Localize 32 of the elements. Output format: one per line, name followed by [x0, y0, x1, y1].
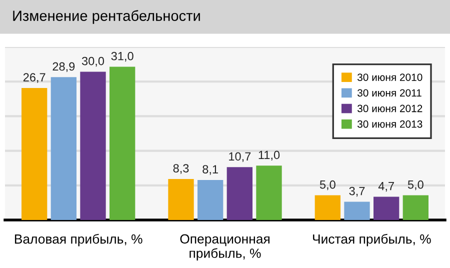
legend-label: 30 июня 2012	[357, 104, 422, 112]
x-tick-label: Чистая прибыль, %	[313, 234, 431, 246]
data-label: 4,7	[378, 182, 394, 192]
bar	[168, 178, 194, 220]
legend-label: 30 июня 2013	[357, 120, 422, 128]
chart-title: Изменение рентабельности	[13, 10, 200, 24]
bar	[344, 202, 370, 220]
x-tick-label: Операционная прибыль, %	[180, 234, 270, 261]
data-label: 8,1	[202, 165, 218, 175]
x-tick-label: Валовая прибыль, %	[14, 234, 142, 246]
bar	[256, 166, 282, 220]
data-label: 31,0	[111, 52, 134, 62]
data-label: 3,7	[349, 186, 365, 197]
data-label: 11,0	[258, 150, 280, 161]
legend-label: 30 июня 2011	[357, 89, 422, 97]
bar	[50, 77, 76, 220]
bar	[374, 196, 400, 220]
data-label: 26,7	[23, 73, 46, 83]
data-label: 10,7	[229, 152, 251, 162]
bar	[110, 66, 136, 220]
bar	[402, 195, 428, 220]
data-label: 28,9	[52, 62, 75, 72]
data-label: 5,0	[408, 180, 424, 190]
bar	[80, 72, 106, 220]
data-label: 30,0	[82, 56, 104, 67]
data-label: 8,3	[173, 164, 189, 174]
bar	[22, 88, 48, 220]
bar	[314, 195, 340, 220]
legend-label: 30 июня 2010	[357, 74, 422, 81]
bar	[198, 180, 224, 220]
bar	[226, 167, 252, 220]
data-label: 5,0	[320, 180, 336, 190]
